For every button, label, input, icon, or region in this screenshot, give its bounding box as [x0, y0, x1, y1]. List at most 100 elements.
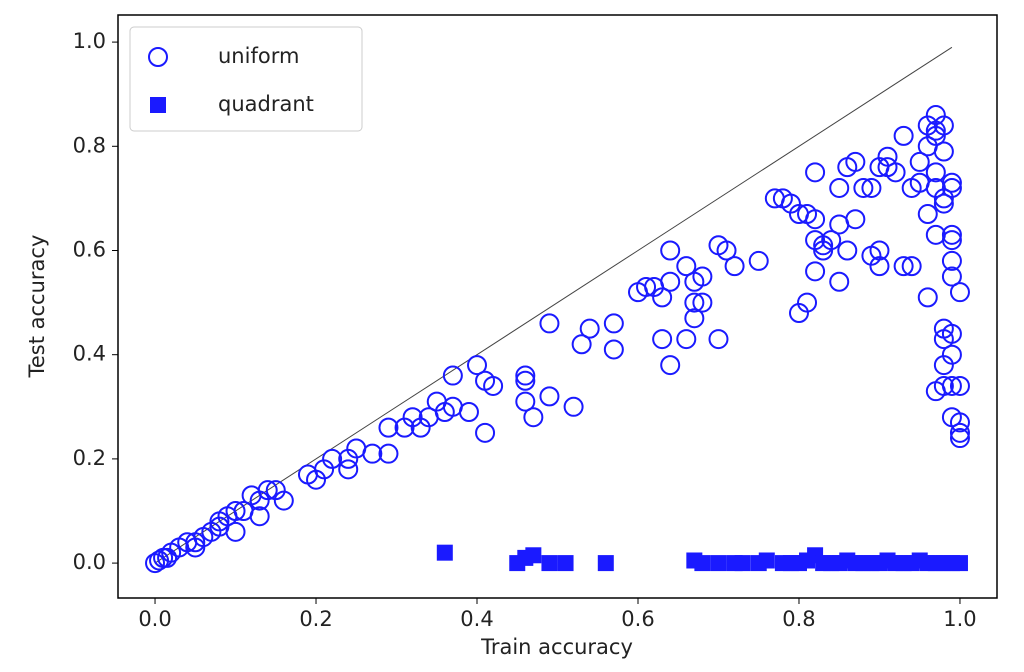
point — [917, 204, 938, 225]
point — [893, 125, 914, 146]
point — [442, 365, 463, 386]
point — [708, 329, 729, 350]
plot-frame — [117, 14, 998, 599]
point — [676, 256, 697, 277]
point — [829, 177, 850, 198]
point — [821, 230, 842, 251]
point — [603, 313, 624, 334]
point — [949, 412, 970, 433]
point — [603, 339, 624, 360]
x-tick-label: 0.6 — [621, 607, 654, 631]
legend-label: uniform — [218, 44, 299, 68]
point — [925, 162, 946, 183]
y-tick-label: 0.8 — [73, 133, 106, 157]
diagonal-line — [154, 46, 953, 564]
point — [157, 547, 178, 568]
point — [901, 256, 922, 277]
point — [539, 313, 560, 334]
point — [951, 555, 968, 572]
point — [515, 391, 536, 412]
point — [660, 355, 681, 376]
point — [257, 480, 278, 501]
point — [941, 323, 962, 344]
point — [941, 250, 962, 271]
point — [893, 256, 914, 277]
point — [322, 448, 343, 469]
point — [692, 266, 713, 287]
point — [941, 230, 962, 251]
point — [515, 365, 536, 386]
point — [209, 516, 230, 537]
y-tick-label: 0.2 — [73, 446, 106, 470]
x-tick-label: 0.4 — [460, 607, 493, 631]
point — [523, 407, 544, 428]
point — [837, 157, 858, 178]
point — [652, 329, 673, 350]
point — [378, 417, 399, 438]
point — [710, 555, 727, 572]
legend-label: quadrant — [218, 92, 314, 116]
point — [949, 282, 970, 303]
point — [933, 115, 954, 136]
point — [869, 240, 890, 261]
x-axis-label: Train accuracy — [480, 635, 633, 659]
point — [941, 344, 962, 365]
point — [758, 552, 775, 569]
point — [949, 428, 970, 449]
point — [724, 256, 745, 277]
point — [909, 151, 930, 172]
point — [483, 375, 504, 396]
point — [877, 146, 898, 167]
point — [557, 555, 574, 572]
point — [805, 261, 826, 282]
point — [949, 375, 970, 396]
point — [845, 209, 866, 230]
point — [475, 422, 496, 443]
point — [660, 240, 681, 261]
point — [748, 250, 769, 271]
point — [692, 292, 713, 313]
point — [676, 329, 697, 350]
point — [652, 287, 673, 308]
point — [458, 402, 479, 423]
point — [917, 287, 938, 308]
point — [941, 266, 962, 287]
point — [525, 547, 542, 564]
point — [467, 355, 488, 376]
point — [941, 177, 962, 198]
point — [716, 240, 737, 261]
point — [684, 292, 705, 313]
point — [837, 240, 858, 261]
point — [925, 381, 946, 402]
point — [597, 555, 614, 572]
point — [436, 544, 453, 561]
point — [694, 555, 711, 572]
y-tick-label: 0.0 — [73, 550, 106, 574]
legend-marker — [150, 97, 166, 113]
x-tick-label: 0.8 — [782, 607, 815, 631]
point — [338, 459, 359, 480]
y-tick-label: 1.0 — [73, 29, 106, 53]
point — [684, 308, 705, 329]
x-tick-label: 1.0 — [943, 607, 976, 631]
point — [515, 370, 536, 391]
point — [941, 224, 962, 245]
point — [636, 276, 657, 297]
point — [933, 141, 954, 162]
point — [563, 396, 584, 417]
y-tick-label: 0.4 — [73, 342, 106, 366]
point — [933, 193, 954, 214]
point — [539, 386, 560, 407]
y-axis-label: Test accuracy — [25, 235, 49, 379]
x-tick-label: 0.2 — [299, 607, 332, 631]
point — [853, 177, 874, 198]
point — [869, 256, 890, 277]
point — [885, 162, 906, 183]
point — [362, 443, 383, 464]
point — [805, 209, 826, 230]
point — [541, 555, 558, 572]
point — [949, 422, 970, 443]
point — [378, 443, 399, 464]
legend-box — [129, 26, 363, 132]
point — [734, 555, 751, 572]
